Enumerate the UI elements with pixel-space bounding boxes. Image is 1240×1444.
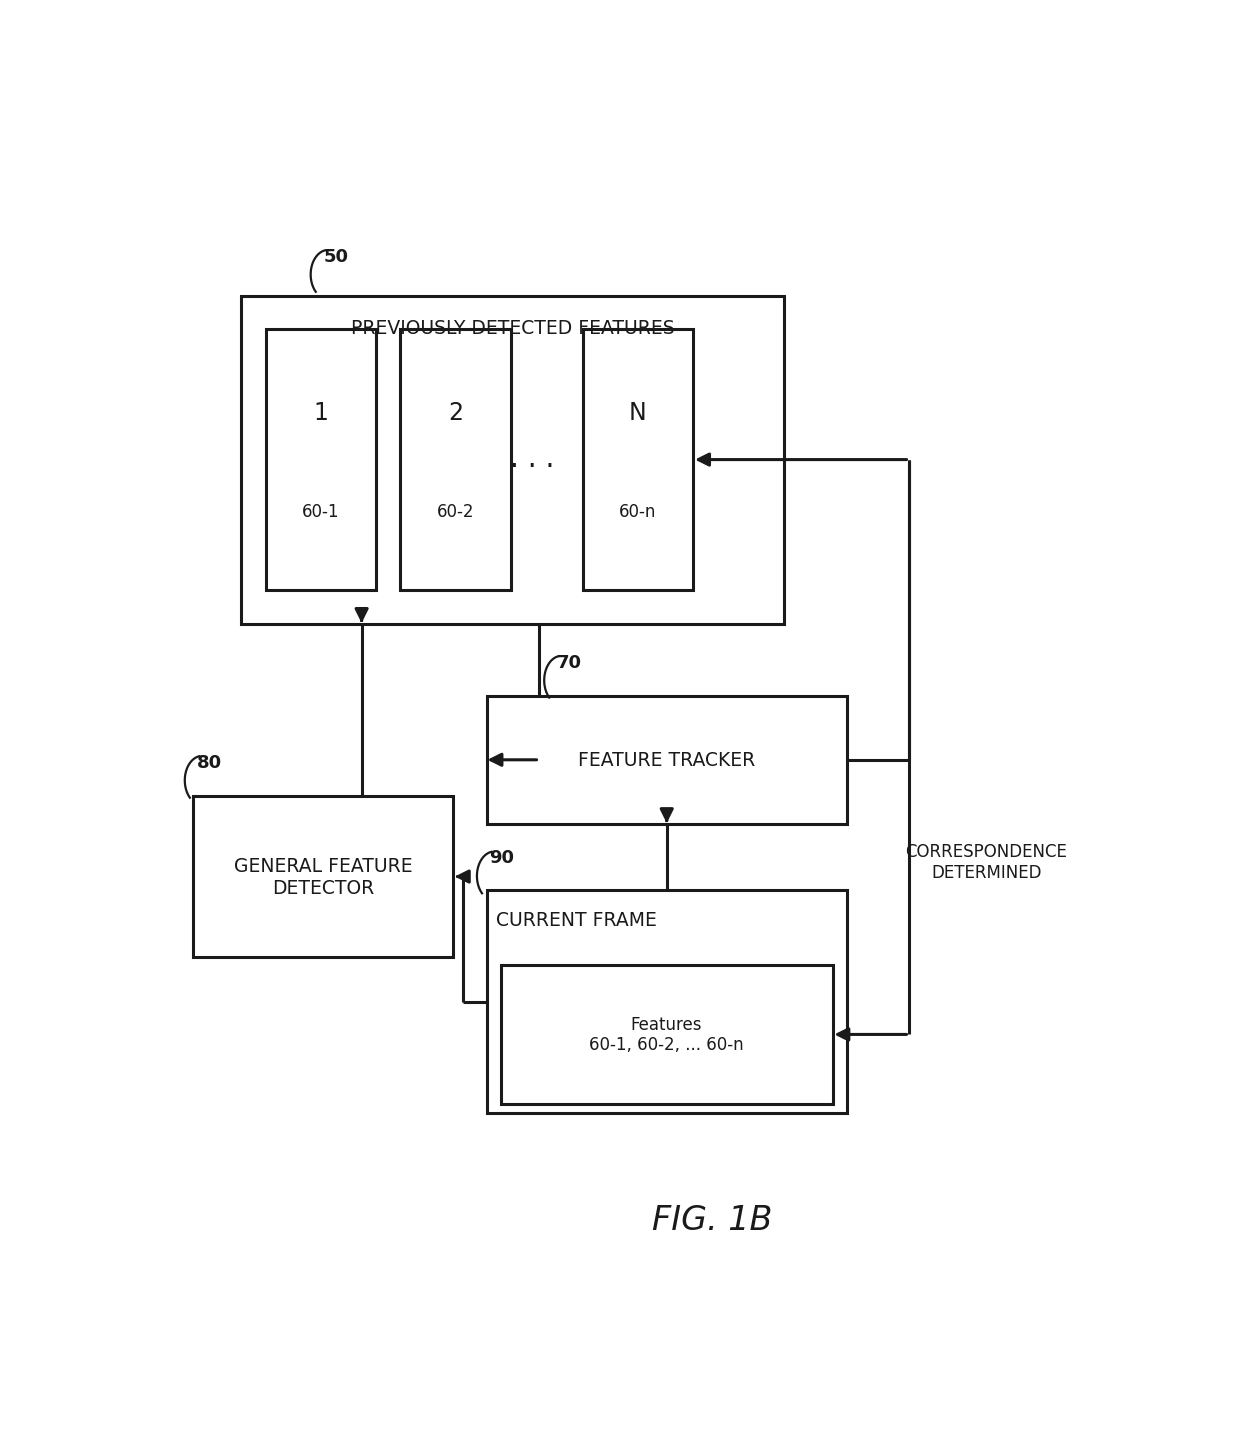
Text: . . .: . . . (510, 445, 554, 474)
Text: N: N (629, 400, 647, 425)
Text: 70: 70 (557, 654, 582, 671)
Bar (583, 329, 693, 591)
Text: 1: 1 (314, 400, 329, 425)
Text: 90: 90 (490, 849, 515, 868)
Text: FEATURE TRACKER: FEATURE TRACKER (578, 751, 755, 770)
Text: 2: 2 (448, 400, 463, 425)
Text: GENERAL FEATURE
DETECTOR: GENERAL FEATURE DETECTOR (234, 856, 413, 898)
Bar (193, 796, 453, 957)
Text: 80: 80 (197, 754, 222, 771)
Text: 60-2: 60-2 (436, 503, 474, 521)
Bar (486, 696, 847, 823)
Text: 60-1: 60-1 (303, 503, 340, 521)
Bar (242, 296, 785, 624)
Text: Features
60-1, 60-2, ... 60-n: Features 60-1, 60-2, ... 60-n (589, 1015, 744, 1054)
Text: FIG. 1B: FIG. 1B (652, 1204, 773, 1238)
Text: 60-n: 60-n (619, 503, 657, 521)
Text: 50: 50 (324, 248, 348, 266)
Bar (401, 329, 511, 591)
Bar (265, 329, 376, 591)
Bar (501, 965, 832, 1103)
Text: CORRESPONDENCE
DETERMINED: CORRESPONDENCE DETERMINED (905, 843, 1068, 882)
Bar (486, 891, 847, 1113)
Text: PREVIOUSLY DETECTED FEATURES: PREVIOUSLY DETECTED FEATURES (351, 319, 675, 338)
Text: CURRENT FRAME: CURRENT FRAME (496, 911, 657, 930)
